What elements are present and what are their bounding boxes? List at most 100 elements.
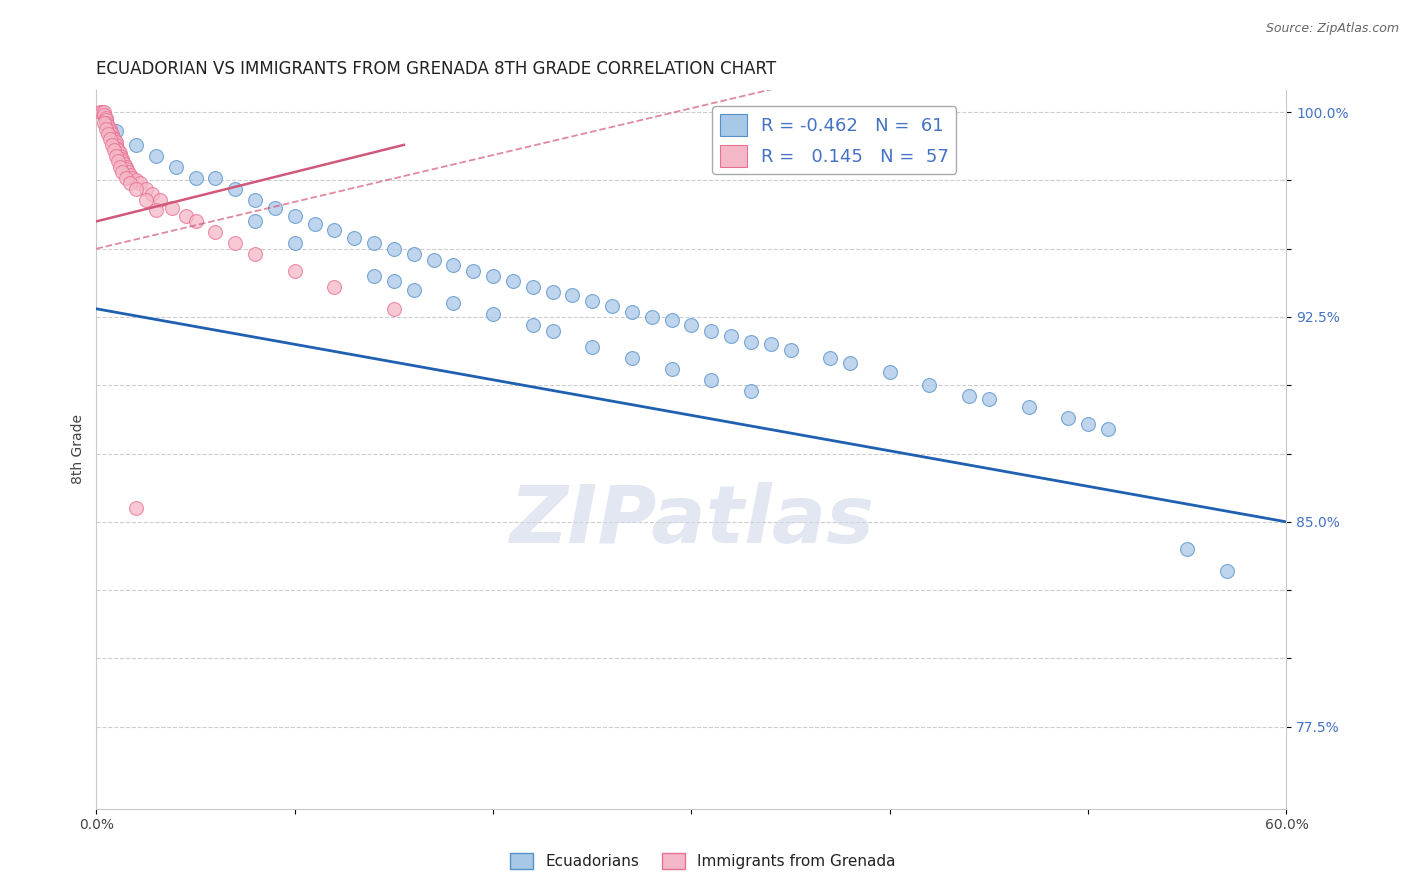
Point xyxy=(135,193,157,207)
Point xyxy=(96,121,118,136)
Point xyxy=(879,365,901,379)
Text: ECUADORIAN VS IMMIGRANTS FROM GRENADA 8TH GRADE CORRELATION CHART: ECUADORIAN VS IMMIGRANTS FROM GRENADA 8T… xyxy=(97,60,776,78)
Point xyxy=(1175,542,1198,557)
Point xyxy=(101,137,124,152)
Point xyxy=(129,176,152,190)
Point xyxy=(363,268,385,283)
Point xyxy=(284,209,307,223)
Point xyxy=(541,324,564,338)
Point xyxy=(145,149,167,163)
Point xyxy=(1057,411,1080,425)
Point xyxy=(111,165,134,179)
Point xyxy=(125,181,148,195)
Point xyxy=(93,105,115,120)
Point xyxy=(263,201,285,215)
Point xyxy=(977,392,1000,406)
Point xyxy=(700,373,723,387)
Point xyxy=(323,222,346,236)
Point xyxy=(135,181,157,195)
Point xyxy=(740,384,762,398)
Point xyxy=(641,310,664,324)
Point xyxy=(103,144,125,158)
Point xyxy=(441,296,464,310)
Point xyxy=(1216,564,1239,578)
Point xyxy=(111,152,134,166)
Point xyxy=(382,301,405,316)
Point xyxy=(502,275,524,289)
Point xyxy=(1018,400,1040,414)
Point xyxy=(91,105,114,120)
Point xyxy=(108,146,131,161)
Point xyxy=(105,149,128,163)
Point xyxy=(243,193,266,207)
Point xyxy=(224,181,246,195)
Y-axis label: 8th Grade: 8th Grade xyxy=(72,415,86,484)
Point xyxy=(125,173,148,187)
Point xyxy=(1097,422,1119,436)
Point xyxy=(522,280,544,294)
Point xyxy=(402,247,425,261)
Point xyxy=(103,132,125,146)
Point xyxy=(779,343,801,357)
Point xyxy=(98,121,121,136)
Point xyxy=(97,127,120,141)
Point xyxy=(96,116,118,130)
Point xyxy=(204,170,226,185)
Point xyxy=(581,340,603,354)
Point xyxy=(149,193,172,207)
Point xyxy=(125,137,148,152)
Point xyxy=(918,378,941,392)
Point xyxy=(96,113,118,128)
Legend: Ecuadorians, Immigrants from Grenada: Ecuadorians, Immigrants from Grenada xyxy=(505,847,901,875)
Point xyxy=(681,318,703,333)
Point xyxy=(145,203,167,218)
Point xyxy=(839,356,862,370)
Point xyxy=(107,144,129,158)
Text: Source: ZipAtlas.com: Source: ZipAtlas.com xyxy=(1265,22,1399,36)
Point xyxy=(117,165,139,179)
Point xyxy=(89,105,111,120)
Legend: R = -0.462   N =  61, R =   0.145   N =  57: R = -0.462 N = 61, R = 0.145 N = 57 xyxy=(713,106,956,174)
Point xyxy=(820,351,842,365)
Point xyxy=(98,124,121,138)
Point xyxy=(323,280,346,294)
Point xyxy=(160,201,183,215)
Point xyxy=(184,214,207,228)
Point xyxy=(600,299,623,313)
Point xyxy=(174,209,197,223)
Point xyxy=(108,149,131,163)
Point xyxy=(115,170,138,185)
Point xyxy=(115,162,138,177)
Point xyxy=(105,124,128,138)
Point xyxy=(482,307,505,321)
Point xyxy=(141,187,163,202)
Point xyxy=(105,135,128,149)
Point xyxy=(96,111,118,125)
Point xyxy=(759,337,782,351)
Point xyxy=(105,137,128,152)
Point xyxy=(125,501,148,516)
Point xyxy=(243,214,266,228)
Point xyxy=(98,132,121,146)
Point xyxy=(243,247,266,261)
Point xyxy=(463,263,485,277)
Point xyxy=(165,160,187,174)
Point xyxy=(93,108,115,122)
Point xyxy=(97,119,120,133)
Point xyxy=(121,170,143,185)
Point xyxy=(184,170,207,185)
Text: ZIPatlas: ZIPatlas xyxy=(509,483,875,560)
Point xyxy=(1077,417,1099,431)
Point xyxy=(700,324,723,338)
Point xyxy=(105,141,128,155)
Point xyxy=(541,285,564,300)
Point xyxy=(204,225,226,239)
Point xyxy=(111,154,134,169)
Point xyxy=(101,127,124,141)
Point xyxy=(561,288,583,302)
Point xyxy=(382,242,405,256)
Point xyxy=(522,318,544,333)
Point xyxy=(661,362,683,376)
Point xyxy=(115,160,138,174)
Point xyxy=(620,304,643,318)
